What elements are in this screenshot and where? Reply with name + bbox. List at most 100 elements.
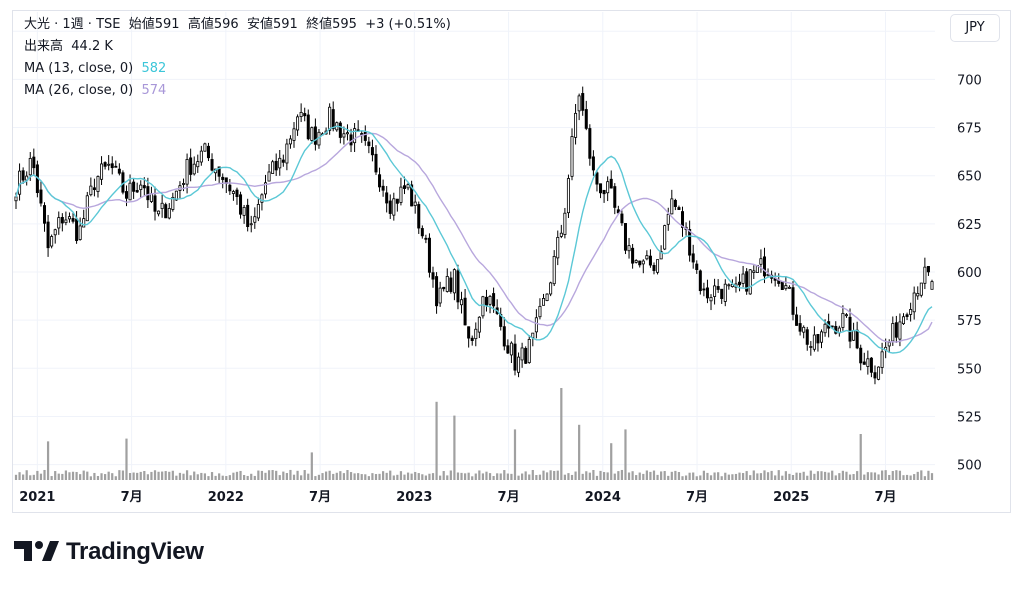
chart-frame[interactable]: [12, 10, 1011, 513]
candle-body: [909, 309, 913, 315]
open-label: 始値: [128, 17, 155, 32]
volume-bar: [406, 472, 410, 480]
candle-body: [709, 297, 713, 302]
volume-bar: [25, 470, 28, 480]
candle-body: [32, 156, 36, 169]
volume-bar: [909, 475, 912, 480]
x-tick-label: 7月: [309, 490, 331, 505]
brand-name: TradingView: [66, 538, 204, 565]
volume-bar: [578, 424, 581, 480]
volume-bar: [927, 470, 930, 480]
candle-body: [584, 109, 588, 129]
volume-bar: [474, 473, 477, 480]
candle-body: [531, 332, 535, 338]
candle-body: [402, 185, 407, 189]
candle-body: [21, 170, 25, 181]
candle-body: [221, 176, 225, 180]
candle-body: [338, 122, 342, 138]
high-label: 高値: [187, 17, 214, 32]
candle-body: [399, 186, 403, 203]
volume-bar: [827, 472, 830, 480]
volume-bar: [553, 470, 556, 480]
volume-bar: [143, 470, 146, 480]
candle-body: [502, 326, 506, 347]
candle-body: [189, 157, 193, 175]
x-tick-label: 2024: [585, 490, 621, 505]
candle-body: [812, 334, 816, 350]
ma13-legend[interactable]: MA (13, close, 0) 582: [24, 61, 166, 77]
volume-bar: [763, 470, 766, 480]
volume-bar: [314, 476, 317, 480]
candle-body: [577, 95, 581, 112]
volume-bar: [453, 415, 456, 480]
volume-bar: [257, 470, 260, 480]
candle-body: [256, 204, 260, 219]
volume-bar: [795, 472, 798, 480]
tradingview-logo[interactable]: TradingView: [14, 537, 204, 567]
volume-bar: [57, 473, 60, 480]
volume-bar: [595, 475, 599, 480]
x-tick-label: 2025: [773, 490, 809, 505]
volume-bar: [620, 469, 624, 480]
volume-bar: [684, 475, 688, 480]
volume-bar: [218, 473, 221, 480]
volume-bar: [556, 470, 559, 480]
volume-bar: [164, 471, 167, 480]
candle-body: [182, 183, 186, 185]
candle-body: [923, 266, 927, 284]
volume-bar: [709, 475, 713, 480]
volume-bar: [799, 472, 802, 480]
candle-body: [203, 143, 207, 152]
volume-bar: [153, 470, 157, 480]
volume-bar: [118, 470, 121, 480]
volume-bar: [538, 474, 542, 480]
candle-body: [174, 190, 178, 201]
volume-bar: [731, 474, 734, 480]
volume-bar: [503, 470, 506, 480]
volume-bar: [624, 429, 627, 480]
candle-body: [841, 312, 845, 328]
candle-body: [75, 218, 79, 241]
volume-bar: [670, 471, 673, 480]
volume-bar: [417, 473, 420, 480]
currency-button[interactable]: JPY: [950, 14, 1000, 42]
candle-body: [762, 256, 766, 277]
volume-bar: [225, 476, 228, 480]
ma26-line: [15, 132, 933, 343]
volume-bar: [627, 472, 631, 480]
candle-body: [623, 223, 627, 251]
volume-bar: [638, 472, 641, 480]
candle-body: [445, 276, 449, 292]
volume-bar: [916, 471, 919, 480]
candle-body: [666, 213, 670, 225]
candle-body: [549, 282, 553, 295]
volume-bar: [834, 475, 837, 480]
candle-body: [780, 281, 784, 291]
candle-body: [50, 236, 54, 247]
candle-body: [855, 329, 859, 349]
volume-bar: [121, 470, 125, 480]
candle-body: [877, 366, 881, 380]
volume-bar: [228, 475, 231, 480]
candle-body: [723, 283, 727, 302]
ma26-legend[interactable]: MA (26, close, 0) 574: [24, 83, 166, 99]
candle-body: [631, 247, 635, 264]
volume-bar: [367, 476, 370, 480]
high-value: 596: [213, 17, 239, 32]
volume-bar: [642, 473, 645, 480]
candle-body: [798, 323, 802, 332]
volume-bar: [706, 472, 709, 480]
candle-body: [595, 172, 599, 185]
volume-bar: [699, 475, 702, 480]
candle-body: [670, 198, 674, 215]
candle-body: [887, 342, 891, 347]
volume-bar: [203, 473, 207, 480]
candle-body: [292, 128, 296, 141]
candle-body: [602, 189, 606, 195]
candle-body: [310, 127, 314, 141]
symbol-legend: 大光 · 1週 · TSE 始値591 高値596 安値591 終値595 +3…: [24, 17, 451, 33]
candle-body: [727, 284, 731, 287]
close-label: 終値: [306, 17, 333, 32]
candle-body: [192, 163, 196, 175]
